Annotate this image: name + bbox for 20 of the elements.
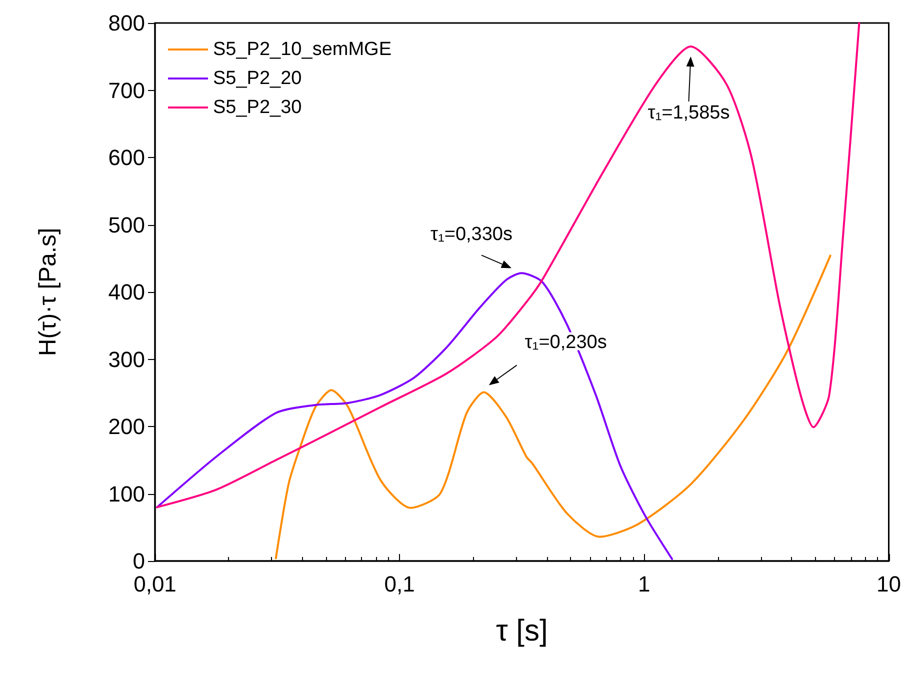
y-tick-label: 200: [108, 414, 145, 439]
y-tick-label: 100: [108, 481, 145, 506]
x-axis-title: τ [s]: [496, 614, 548, 648]
y-axis-title: H(τ)·τ [Pa.s]: [34, 228, 62, 356]
legend-label: S5_P2_20: [213, 68, 302, 89]
x-tick-label: 0,1: [384, 572, 415, 596]
y-tick-label: 0: [132, 548, 145, 574]
legend-label: S5_P2_10_semMGE: [213, 39, 392, 60]
y-tick-label: 500: [108, 212, 145, 238]
x-tick-label: 1: [638, 572, 650, 596]
y-tick-label: 700: [108, 78, 145, 103]
y-tick-label: 400: [108, 280, 145, 304]
y-tick-label: 800: [108, 10, 145, 36]
x-tick-label: 0,01: [134, 572, 176, 596]
y-tick-label: 300: [108, 346, 145, 372]
x-tick-label: 10: [876, 572, 902, 596]
y-tick-label: 600: [108, 145, 145, 170]
annotation: τ₁=0,330s: [430, 224, 512, 246]
annotation: τ₁=1,585s: [648, 102, 730, 124]
legend-label: S5_P2_30: [213, 97, 302, 118]
